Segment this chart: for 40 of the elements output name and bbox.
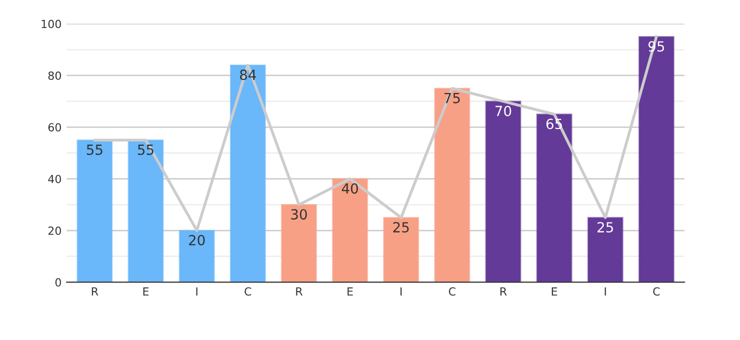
data-label: 55 bbox=[86, 144, 102, 155]
bar bbox=[383, 216, 420, 282]
bar bbox=[536, 114, 572, 282]
bar bbox=[280, 204, 318, 282]
data-label: 70 bbox=[496, 106, 512, 116]
x-tick-label: I bbox=[604, 287, 606, 296]
data-label: 55 bbox=[138, 144, 154, 155]
y-tick-label: 20 bbox=[48, 226, 61, 235]
y-tick-label: 80 bbox=[48, 71, 61, 80]
x-tick-label: E bbox=[348, 287, 353, 296]
y-tick-label: 0 bbox=[55, 278, 61, 287]
data-label: 25 bbox=[598, 222, 613, 233]
bar bbox=[76, 139, 113, 282]
bar bbox=[485, 100, 522, 282]
data-label: 20 bbox=[189, 234, 205, 246]
x-tick-label: R bbox=[92, 287, 98, 296]
y-tick-label: 100 bbox=[42, 20, 61, 28]
x-tick-label: R bbox=[296, 287, 302, 296]
bar bbox=[638, 36, 674, 282]
bar bbox=[178, 230, 215, 282]
x-tick-label: R bbox=[500, 287, 507, 296]
x-tick-label: C bbox=[653, 287, 660, 296]
x-tick-label: C bbox=[244, 287, 252, 296]
bar bbox=[434, 88, 470, 282]
bar bbox=[128, 139, 164, 282]
y-tick-label: 60 bbox=[48, 123, 61, 132]
data-label: 84 bbox=[240, 70, 256, 80]
x-tick-label: E bbox=[143, 287, 149, 296]
data-label: 25 bbox=[393, 222, 409, 233]
x-tick-label: C bbox=[448, 287, 456, 296]
bar bbox=[587, 216, 624, 282]
x-tick-label: E bbox=[552, 287, 558, 296]
data-label: 75 bbox=[444, 92, 460, 104]
bar bbox=[332, 178, 368, 282]
y-tick-label: 40 bbox=[48, 174, 61, 184]
x-tick-label: I bbox=[400, 287, 402, 296]
data-label: 30 bbox=[291, 209, 307, 220]
data-label: 40 bbox=[342, 183, 358, 194]
bar bbox=[230, 64, 266, 282]
x-tick-label: I bbox=[196, 287, 198, 296]
